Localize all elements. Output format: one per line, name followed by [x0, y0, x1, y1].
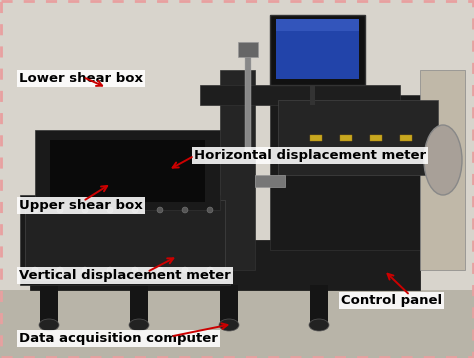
Bar: [278, 100, 438, 175]
Bar: [20, 195, 230, 285]
Bar: [310, 135, 322, 141]
Bar: [420, 70, 465, 270]
Bar: [400, 135, 412, 141]
Circle shape: [182, 267, 188, 273]
Text: Horizontal displacement meter: Horizontal displacement meter: [194, 149, 427, 162]
Ellipse shape: [424, 125, 462, 195]
Bar: [255, 175, 285, 187]
Ellipse shape: [309, 319, 329, 331]
Circle shape: [57, 267, 63, 273]
Circle shape: [32, 207, 38, 213]
Circle shape: [207, 207, 213, 213]
Bar: [25, 200, 225, 280]
Circle shape: [57, 207, 63, 213]
Circle shape: [182, 207, 188, 213]
Bar: [50, 140, 205, 202]
Bar: [270, 95, 445, 250]
Circle shape: [82, 267, 88, 273]
Bar: [220, 285, 238, 325]
Bar: [30, 240, 420, 290]
Bar: [130, 285, 148, 325]
Bar: [0, 0, 474, 290]
Ellipse shape: [129, 319, 149, 331]
Bar: [0, 290, 474, 358]
Circle shape: [157, 267, 163, 273]
Circle shape: [132, 267, 138, 273]
Text: Control panel: Control panel: [341, 294, 442, 307]
Ellipse shape: [39, 319, 59, 331]
Text: Upper shear box: Upper shear box: [19, 199, 143, 212]
Ellipse shape: [219, 319, 239, 331]
Bar: [40, 285, 58, 325]
Circle shape: [132, 207, 138, 213]
Bar: [220, 70, 255, 270]
Bar: [238, 42, 258, 57]
Bar: [200, 85, 400, 105]
Circle shape: [32, 267, 38, 273]
Circle shape: [107, 207, 113, 213]
Text: Data acquisition computer: Data acquisition computer: [19, 332, 218, 345]
Circle shape: [82, 207, 88, 213]
Bar: [276, 19, 359, 79]
Bar: [245, 45, 251, 155]
Text: Lower shear box: Lower shear box: [19, 72, 143, 85]
Text: Vertical displacement meter: Vertical displacement meter: [19, 269, 231, 282]
Bar: [276, 19, 359, 31]
Circle shape: [207, 267, 213, 273]
Bar: [310, 80, 315, 105]
Circle shape: [107, 267, 113, 273]
Bar: [270, 15, 365, 85]
Bar: [370, 135, 382, 141]
Circle shape: [157, 207, 163, 213]
Bar: [310, 285, 328, 325]
Bar: [340, 135, 352, 141]
Bar: [35, 130, 220, 210]
